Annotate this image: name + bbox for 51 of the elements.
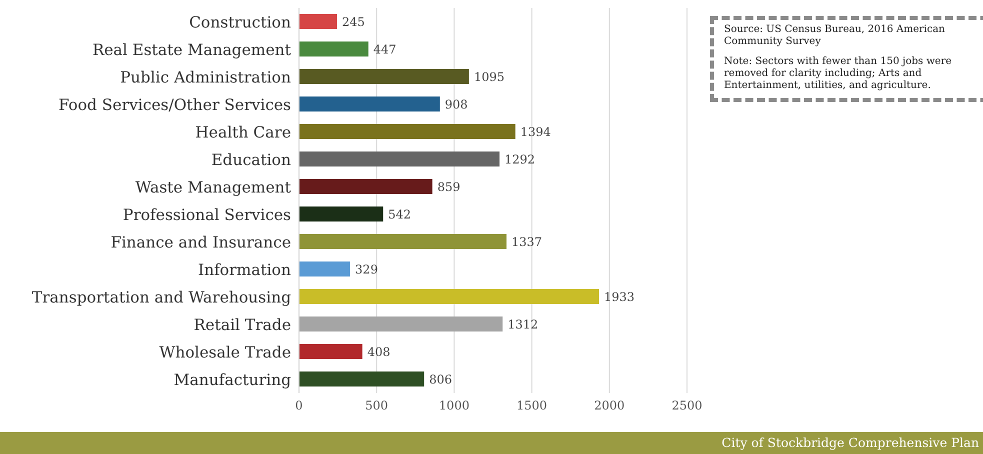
y-tick-label: Construction bbox=[189, 13, 292, 32]
x-tick-label: 1000 bbox=[438, 398, 470, 413]
x-tick-label: 500 bbox=[365, 398, 388, 413]
y-tick-label: Food Services/Other Services bbox=[58, 96, 292, 114]
data-label: 1933 bbox=[604, 290, 635, 304]
bar bbox=[299, 234, 506, 250]
bar bbox=[299, 152, 500, 167]
x-tick-label: 2000 bbox=[594, 398, 625, 413]
bar bbox=[299, 14, 338, 30]
text: Note: Sectors with fewer than 150 jobs were removed for clarity including; Arts and Entertainment, utilities, and agriculture. bbox=[724, 56, 953, 92]
x-tick-label: 2500 bbox=[672, 398, 702, 413]
bar bbox=[299, 262, 350, 277]
data-label: 408 bbox=[367, 344, 390, 359]
y-tick-label: Manufacturing bbox=[174, 370, 292, 389]
data-label: 1337 bbox=[512, 234, 542, 249]
data-label: 1312 bbox=[508, 317, 538, 332]
data-label: 859 bbox=[437, 180, 460, 194]
data-label: 1394 bbox=[520, 124, 552, 139]
bar bbox=[299, 344, 362, 360]
data-label: 1095 bbox=[474, 70, 504, 84]
data-label: 806 bbox=[429, 372, 452, 386]
bar bbox=[299, 289, 599, 304]
x-tick-label: 0 bbox=[295, 398, 303, 413]
y-tick-label: Information bbox=[198, 260, 292, 279]
bar bbox=[299, 316, 503, 332]
bar bbox=[299, 206, 384, 222]
y-tick-label: Wholesale Trade bbox=[159, 343, 291, 362]
x-tick-label: 1500 bbox=[516, 398, 548, 413]
bar bbox=[299, 69, 469, 84]
data-label: 542 bbox=[388, 207, 412, 222]
data-label: 329 bbox=[355, 262, 378, 276]
source-note: Source: US Census Bureau, 2016 American Community Survey bbox=[724, 24, 946, 48]
y-tick-label: Public Administration bbox=[120, 68, 292, 86]
bar bbox=[299, 42, 368, 57]
y-tick-label: Health Care bbox=[195, 123, 291, 142]
data-label: 447 bbox=[373, 42, 396, 56]
text: City of Stockbridge Comprehensive Plan bbox=[722, 435, 979, 450]
y-tick-label: Transportation and Warehousing bbox=[32, 288, 292, 306]
data-label: 908 bbox=[444, 97, 468, 112]
y-tick-label: Real Estate Management bbox=[92, 40, 292, 59]
bar bbox=[299, 372, 424, 387]
bar bbox=[299, 179, 432, 194]
bar bbox=[299, 96, 440, 112]
y-tick-label: Retail Trade bbox=[194, 316, 291, 334]
y-tick-label: Education bbox=[211, 150, 292, 169]
y-tick-label: Professional Services bbox=[122, 206, 292, 224]
data-label: 245 bbox=[342, 14, 365, 29]
y-tick-label: Waste Management bbox=[135, 178, 292, 196]
y-tick-label: Finance and Insurance bbox=[110, 233, 291, 252]
bar bbox=[299, 124, 516, 140]
data-label: 1292 bbox=[504, 152, 536, 166]
